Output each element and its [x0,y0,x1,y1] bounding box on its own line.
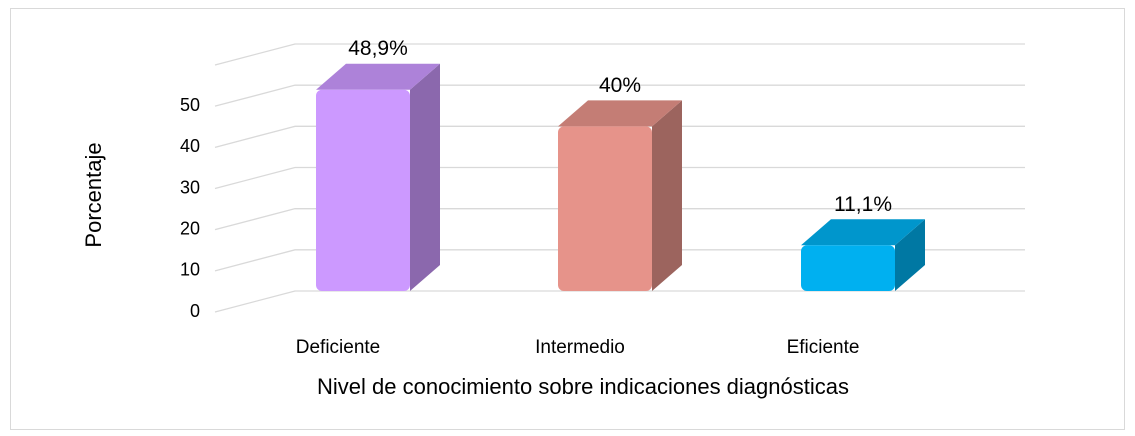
x-tick-label: Intermedio [535,337,625,358]
bar [316,63,440,291]
bar-top [558,100,682,127]
bar-front [316,89,410,291]
y-tick-label: 20 [180,218,200,238]
y-tick-label: 10 [180,260,200,280]
value-label: 11,1% [834,193,892,216]
grid-line [214,43,1025,66]
grid-line [214,208,1025,231]
y-tick-label: 40 [180,136,200,156]
y-axis-title: Porcentaje [81,142,106,247]
grid-line [214,125,1025,148]
bar-front [801,245,895,291]
y-tick-label: 30 [180,177,200,197]
x-tick-label: Deficiente [296,337,381,358]
bar [558,100,682,291]
y-tick-label: 50 [180,95,200,115]
bar [801,219,925,291]
value-label: 48,9% [348,37,408,60]
bar-side [410,63,440,291]
value-label: 40% [599,74,641,97]
bar-top [801,219,925,246]
grid-line [214,290,1025,313]
x-axis-title: Nivel de conocimiento sobre indicaciones… [317,374,849,399]
bar-top [316,63,440,90]
grid-line [214,84,1025,107]
x-tick-label: Eficiente [787,337,860,358]
grid-line [214,166,1025,190]
bar-side [895,219,925,291]
y-tick-label: 0 [190,301,200,321]
bar-front [558,126,652,291]
bar-side [652,100,682,291]
grid-line [214,249,1025,272]
